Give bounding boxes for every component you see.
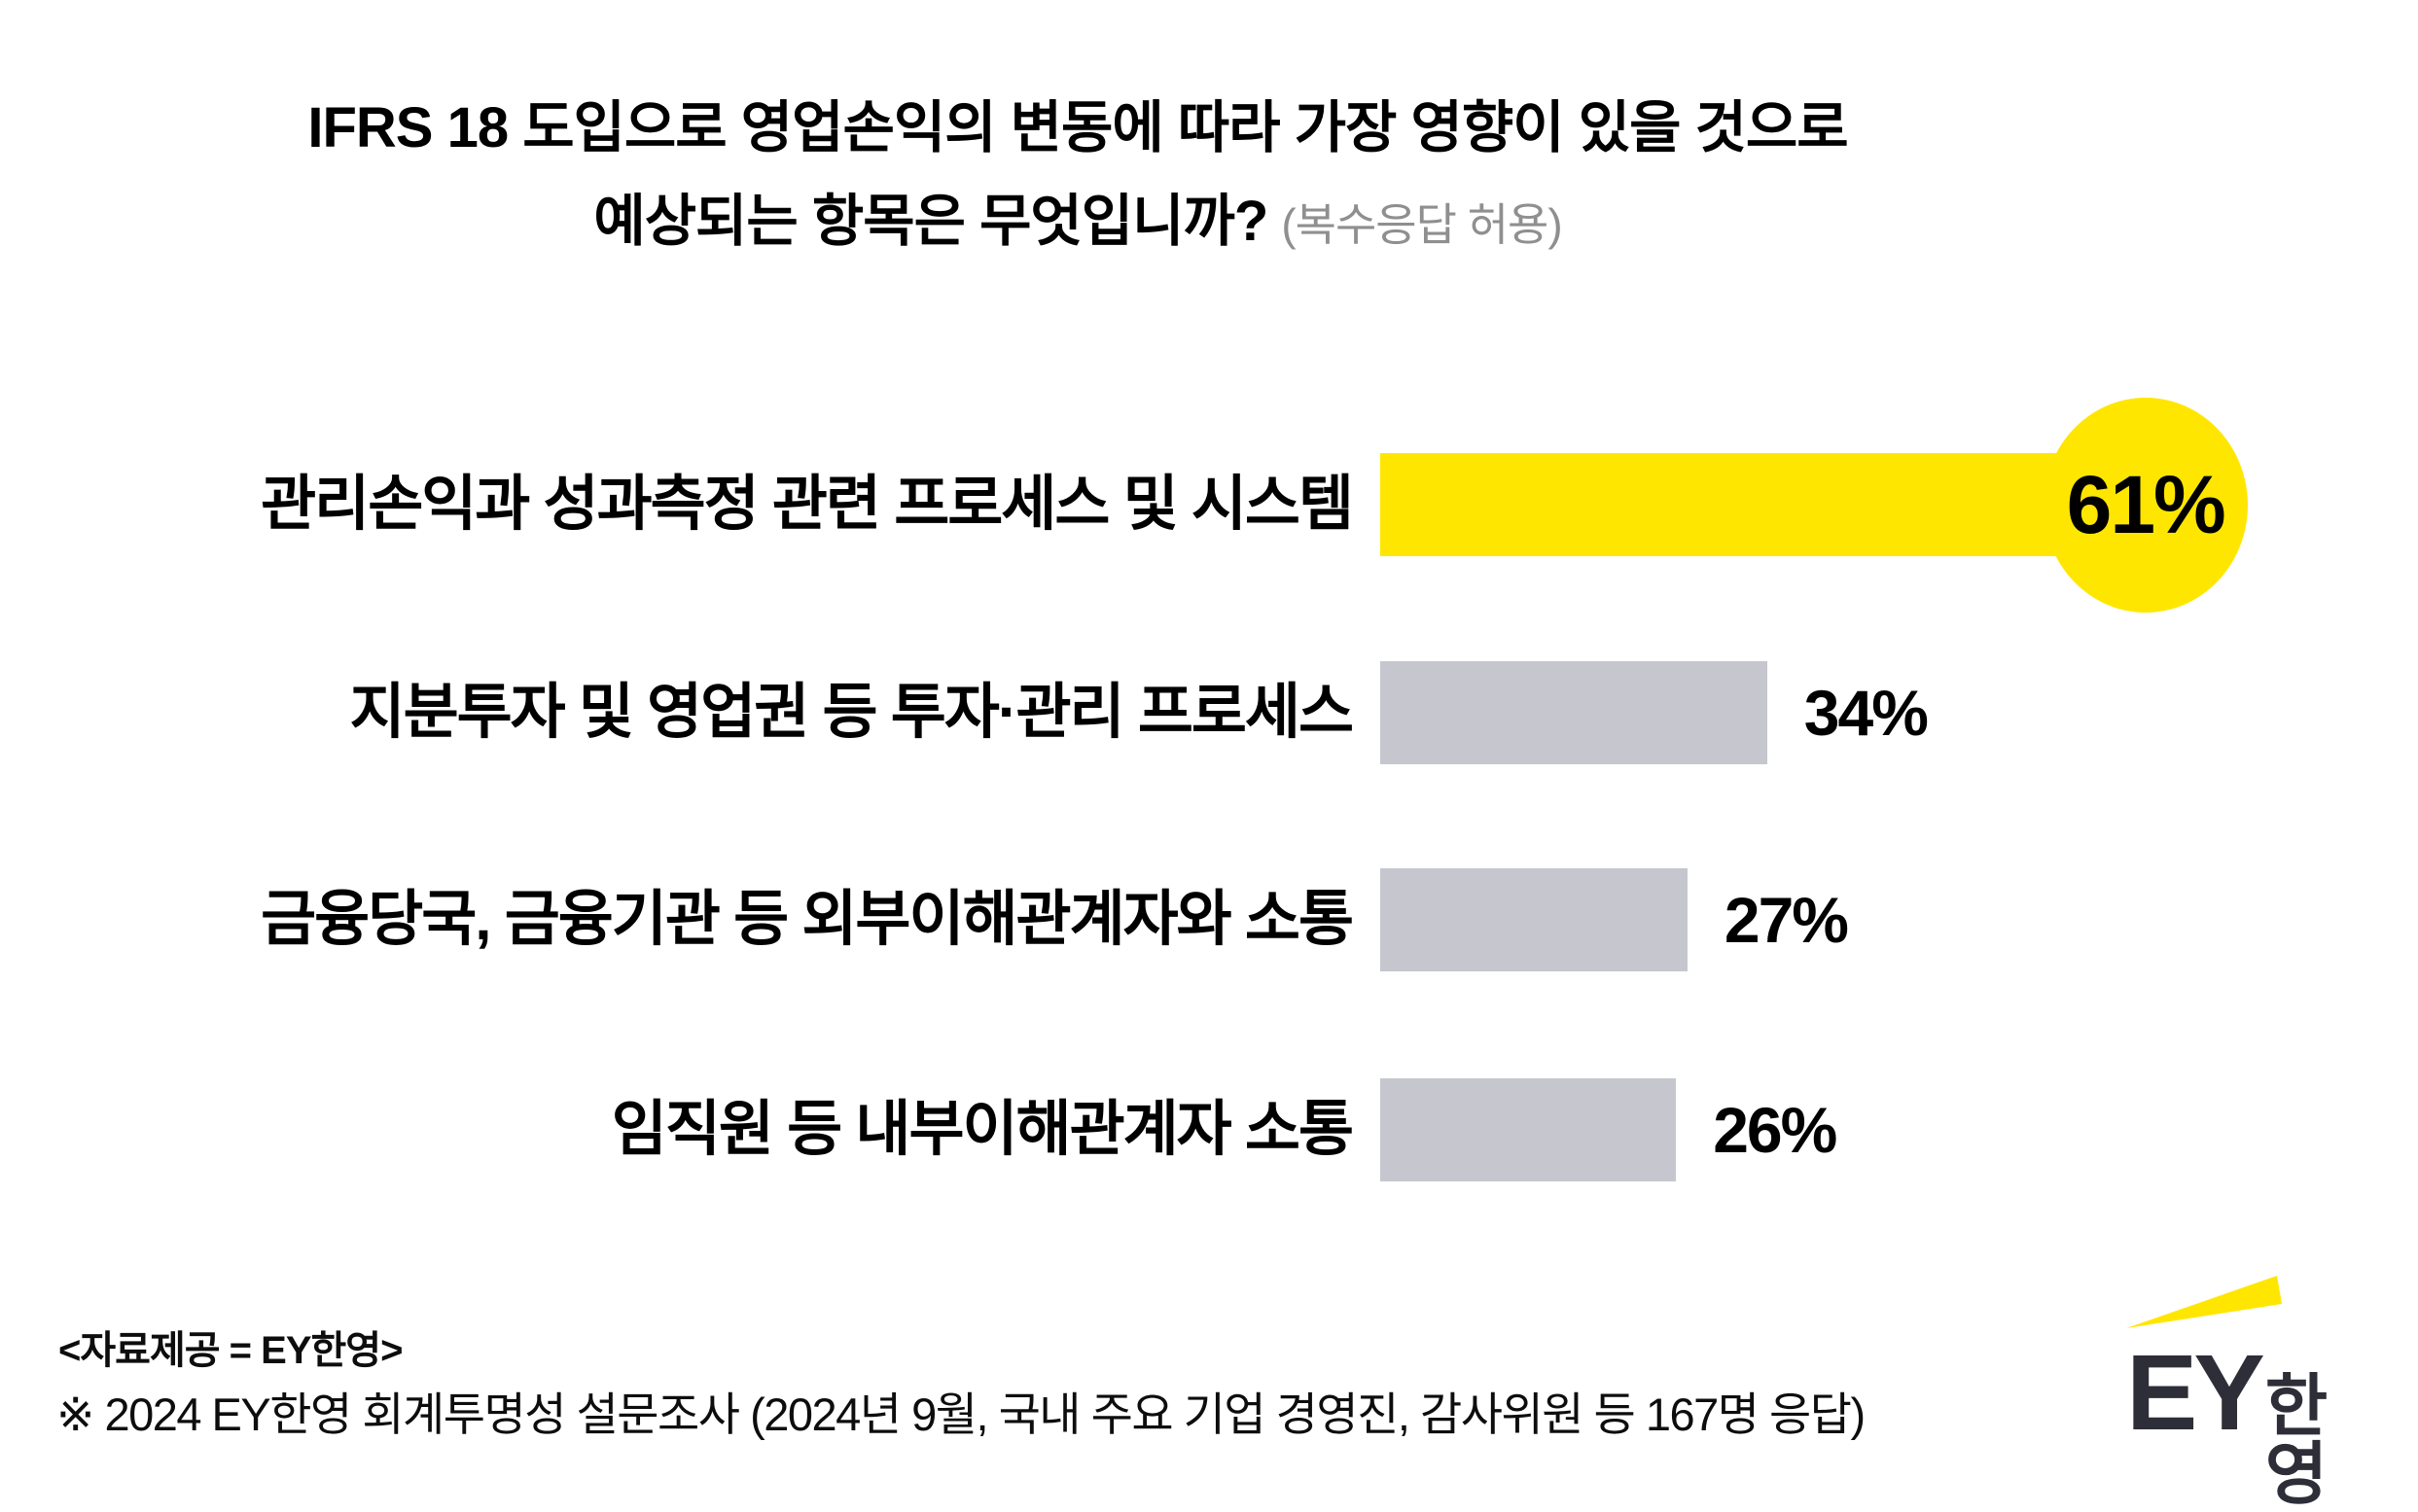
bar-highlight	[1380, 453, 2075, 556]
value-label: 26%	[1713, 1094, 1837, 1166]
logo-ey: EY	[2126, 1333, 2265, 1453]
category-label: 지분투자 및 영업권 등 투자·관리 프로세스	[349, 679, 1354, 746]
chart-title-question: 예상되는 항목은 무엇입니까?	[593, 190, 1268, 253]
bar	[1380, 661, 1767, 764]
value-bubble: 61%	[2043, 398, 2248, 613]
chart-row: 관리손익과 성과측정 관련 프로세스 및 시스템 61%	[0, 398, 2418, 613]
survey-note: ※ 2024 EY한영 회계투명성 설문조사 (2024년 9월, 국내 주요 …	[56, 1389, 1866, 1440]
bar-area: 61%	[1380, 398, 2418, 613]
bar	[1380, 868, 1688, 971]
bar-area: 27%	[1380, 868, 2418, 971]
chart-title-line2: 예상되는 항목은 무엇입니까? (복수응답 허용)	[0, 175, 2155, 271]
source-credit: <자료제공 = EY한영>	[58, 1329, 403, 1372]
logo-text: EY 한영	[2126, 1333, 2369, 1512]
ey-hanyoung-logo: EY 한영	[2126, 1272, 2369, 1508]
value-label: 61%	[2066, 459, 2226, 550]
logo-hanyoung: 한영	[2264, 1368, 2328, 1512]
chart-title: IFRS 18 도입으로 영업손익의 변동에 따라 가장 영향이 있을 것으로 …	[0, 82, 2155, 271]
chart-row: 금융당국, 금융기관 등 외부이해관계자와 소통 27%	[0, 868, 2418, 971]
bar-area: 34%	[1380, 661, 2418, 764]
ey-beam-icon	[2126, 1276, 2282, 1328]
value-label: 27%	[1724, 884, 1849, 956]
chart-row: 임직원 등 내부이해관계자 소통 26%	[0, 1078, 2418, 1181]
chart-title-line1: IFRS 18 도입으로 영업손익의 변동에 따라 가장 영향이 있을 것으로	[307, 96, 1848, 159]
multi-answer-note: (복수응답 허용)	[1281, 199, 1562, 250]
bar-area: 26%	[1380, 1078, 2418, 1181]
category-label: 금융당국, 금융기관 등 외부이해관계자와 소통	[261, 886, 1354, 953]
category-label: 임직원 등 내부이해관계자 소통	[611, 1096, 1354, 1163]
value-label: 34%	[1803, 677, 1929, 749]
chart-row: 지분투자 및 영업권 등 투자·관리 프로세스 34%	[0, 661, 2418, 764]
category-label: 관리손익과 성과측정 관련 프로세스 및 시스템	[261, 471, 1354, 538]
bar	[1380, 1078, 1677, 1181]
